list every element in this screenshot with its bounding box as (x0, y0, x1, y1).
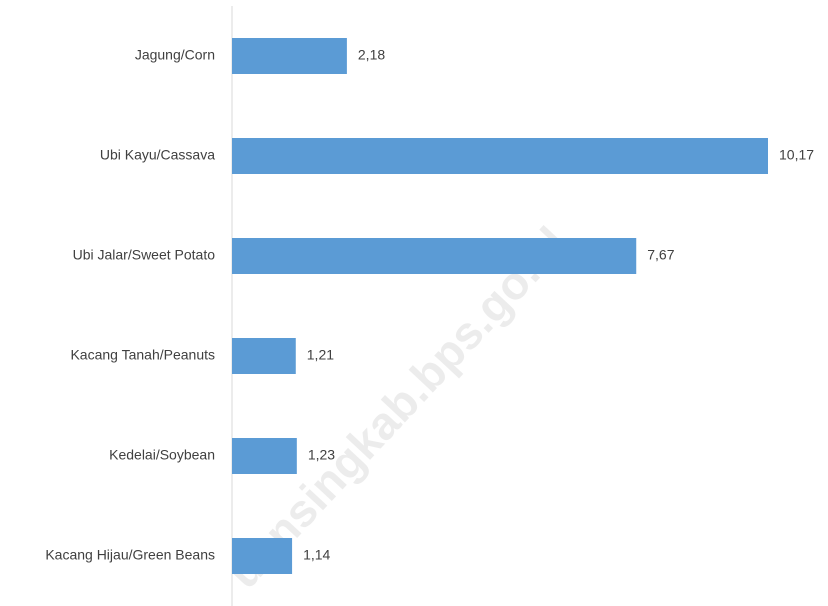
data-label: 1,21 (307, 347, 334, 363)
category-label: Ubi Jalar/Sweet Potato (73, 247, 216, 263)
data-label: 1,23 (308, 447, 335, 463)
category-label: Jagung/Corn (135, 47, 215, 63)
bar (232, 138, 768, 174)
category-label: Kacang Hijau/Green Beans (45, 547, 215, 563)
category-label: Ubi Kayu/Cassava (100, 147, 215, 163)
bar (232, 438, 297, 474)
bar (232, 538, 293, 574)
category-label: Kacang Tanah/Peanuts (70, 347, 215, 363)
data-label: 7,67 (647, 247, 674, 263)
category-label: Kedelai/Soybean (109, 447, 215, 463)
bar (232, 38, 347, 74)
bar (232, 338, 296, 374)
data-label: 1,14 (303, 547, 330, 563)
data-label: 2,18 (358, 47, 385, 63)
bar (232, 238, 637, 274)
data-label: 10,17 (779, 147, 814, 163)
